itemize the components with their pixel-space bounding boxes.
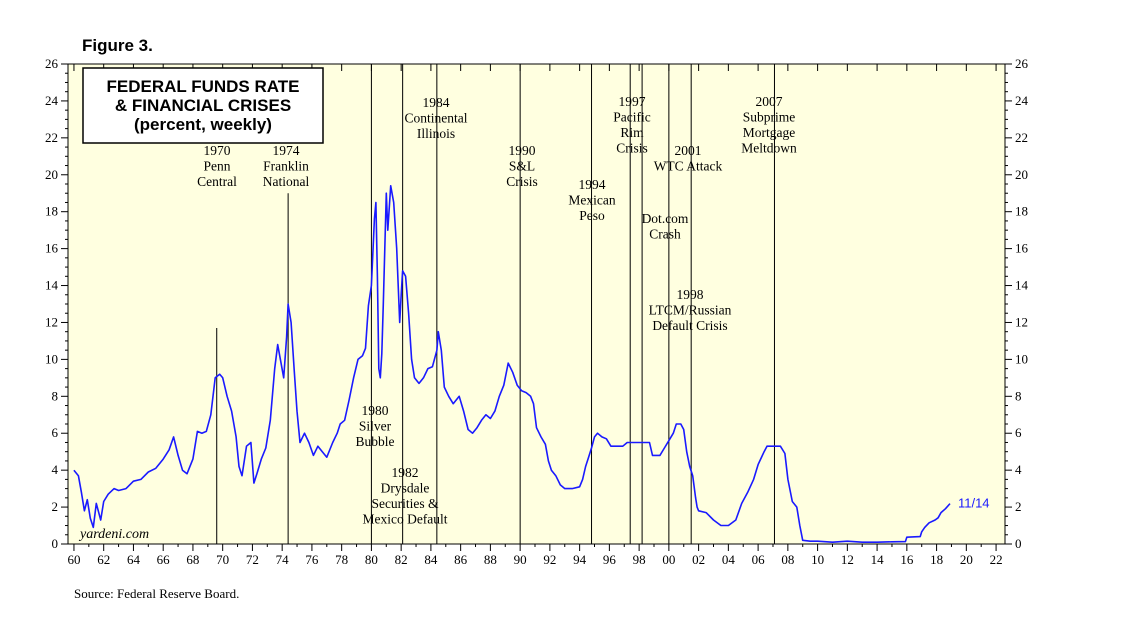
- y-tick-label-left: 12: [45, 314, 58, 329]
- x-tick-label: 70: [216, 552, 229, 567]
- y-tick-label-left: 24: [45, 93, 59, 108]
- chart-title-line-2: & FINANCIAL CRISES: [115, 96, 291, 115]
- y-tick-label-right: 0: [1015, 536, 1022, 551]
- crisis-annotation: 1982 Drysdale Securities & Mexico Default: [362, 465, 447, 527]
- y-tick-label-right: 18: [1015, 204, 1028, 219]
- x-tick-label: 60: [67, 552, 80, 567]
- x-tick-label: 98: [633, 552, 646, 567]
- x-tick-label: 12: [841, 552, 854, 567]
- y-tick-label-right: 6: [1015, 425, 1022, 440]
- x-tick-label: 00: [662, 552, 675, 567]
- y-tick-label-right: 26: [1015, 56, 1029, 71]
- x-tick-label: 90: [514, 552, 527, 567]
- crisis-annotation: 1970 Penn Central: [197, 143, 237, 189]
- y-tick-label-left: 14: [45, 278, 59, 293]
- figure-label: Figure 3.: [82, 36, 153, 55]
- watermark: yardeni.com: [78, 527, 149, 542]
- y-tick-label-left: 18: [45, 204, 58, 219]
- x-tick-label: 92: [543, 552, 556, 567]
- y-tick-label-left: 8: [52, 388, 59, 403]
- y-tick-label-right: 4: [1015, 462, 1022, 477]
- crisis-annotation: 1998 LTCM/Russian Default Crisis: [649, 287, 732, 333]
- y-tick-label-right: 16: [1015, 241, 1029, 256]
- x-tick-label: 06: [752, 552, 766, 567]
- y-tick-label-right: 20: [1015, 167, 1028, 182]
- y-tick-label-left: 22: [45, 130, 58, 145]
- crisis-annotation: 2007 Subprime Mortgage Meltdown: [741, 94, 797, 156]
- crisis-annotation: 1980 Silver Bubble: [356, 403, 395, 449]
- y-tick-label-left: 10: [45, 351, 58, 366]
- plot-frame: [67, 63, 1006, 545]
- chart-title-box: FEDERAL FUNDS RATE & FINANCIAL CRISES (p…: [82, 67, 324, 144]
- end-label: 11/14: [958, 496, 990, 511]
- y-tick-label-right: 12: [1015, 314, 1028, 329]
- x-tick-label: 94: [573, 552, 587, 567]
- x-tick-label: 08: [781, 552, 794, 567]
- x-tick-label: 72: [246, 552, 259, 567]
- y-tick-label-right: 14: [1015, 278, 1029, 293]
- y-tick-label-left: 2: [52, 499, 59, 514]
- crisis-annotations: 1970 Penn Central 1974 Franklin National 1980 S…: [197, 94, 797, 527]
- y-tick-label-right: 24: [1015, 93, 1029, 108]
- crisis-annotation: 2001 WTC Attack: [654, 143, 723, 174]
- chart-subtitle: (percent, weekly): [134, 115, 272, 134]
- x-tick-label: 84: [424, 552, 438, 567]
- y-tick-label-right: 8: [1015, 388, 1022, 403]
- y-tick-label-right: 2: [1015, 499, 1022, 514]
- y-tick-label-left: 16: [45, 241, 59, 256]
- y-tick-label-right: 10: [1015, 351, 1028, 366]
- y-tick-label-left: 4: [52, 462, 59, 477]
- crisis-annotation: 1994 Mexican Peso: [568, 177, 615, 223]
- crisis-annotation: 1990 S&L Crisis: [506, 143, 538, 189]
- x-tick-label: 18: [930, 552, 943, 567]
- title-box: [82, 67, 324, 144]
- x-tick-label: 68: [186, 552, 199, 567]
- crisis-annotation: 1974 Franklin National: [263, 143, 310, 189]
- x-tick-label: 88: [484, 552, 497, 567]
- crisis-annotation: 1984 Continental Illinois: [405, 95, 468, 141]
- crisis-annotation: 1997 Pacific Rim Crisis: [613, 94, 650, 156]
- y-tick-label-left: 0: [52, 536, 59, 551]
- x-tick-label: 80: [365, 552, 378, 567]
- x-tick-label: 74: [276, 552, 290, 567]
- source-note: Source: Federal Reserve Board.: [74, 586, 239, 601]
- x-tick-label: 02: [692, 552, 705, 567]
- x-tick-label: 20: [960, 552, 973, 567]
- x-tick-label: 76: [305, 552, 319, 567]
- x-tick-label: 62: [97, 552, 110, 567]
- x-tick-label: 86: [454, 552, 468, 567]
- x-tick-label: 66: [157, 552, 171, 567]
- y-tick-label-left: 26: [45, 56, 59, 71]
- y-tick-label-left: 6: [52, 425, 59, 440]
- crisis-annotation: Dot.com Crash: [642, 211, 689, 242]
- y-tick-label-left: 20: [45, 167, 58, 182]
- x-tick-label: 82: [395, 552, 408, 567]
- x-tick-label: 04: [722, 552, 736, 567]
- x-tick-label: 96: [603, 552, 617, 567]
- plot-area: [68, 64, 1005, 544]
- y-tick-label-right: 22: [1015, 130, 1028, 145]
- x-tick-label: 10: [811, 552, 824, 567]
- x-tick-label: 16: [900, 552, 914, 567]
- chart-title-line-1: FEDERAL FUNDS RATE: [107, 77, 300, 96]
- x-tick-label: 78: [335, 552, 348, 567]
- crisis-marker-lines: [216, 64, 775, 544]
- fed-funds-rate-line: [73, 185, 951, 543]
- x-tick-label: 64: [127, 552, 141, 567]
- x-tick-label: 22: [990, 552, 1003, 567]
- x-tick-label: 14: [871, 552, 885, 567]
